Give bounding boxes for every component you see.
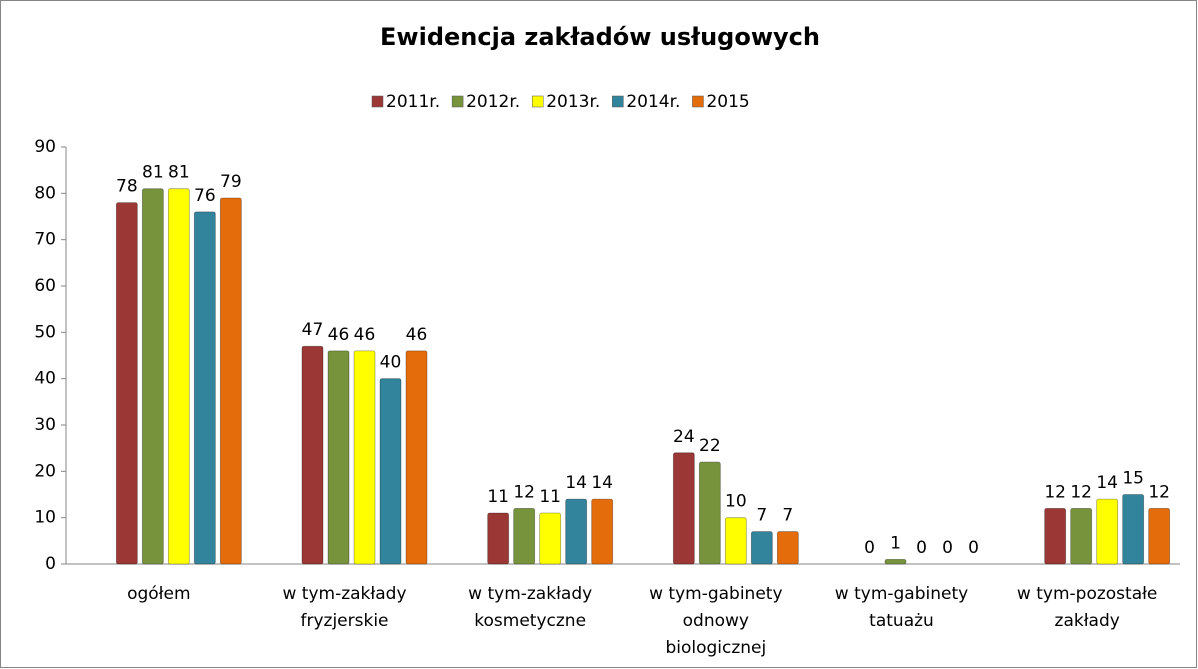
value-label: 10 [725, 492, 747, 512]
x-tick-label: tatuażu [869, 611, 934, 631]
value-label: 11 [539, 487, 561, 507]
bar [487, 512, 510, 565]
value-label: 7 [782, 506, 793, 526]
value-label: 15 [1122, 469, 1144, 489]
legend-swatch [451, 95, 464, 108]
value-label: 78 [116, 177, 138, 197]
x-tick-label: odnowy [683, 611, 749, 631]
y-tick-label: 80 [34, 183, 56, 203]
bar [884, 558, 907, 565]
bar [565, 498, 588, 565]
value-label: 12 [513, 482, 535, 502]
bar [698, 461, 721, 565]
legend-label: 2011r. [386, 92, 440, 112]
y-tick-label: 10 [34, 508, 56, 528]
y-tick-label: 90 [34, 137, 56, 157]
value-label: 81 [168, 163, 190, 183]
bar [219, 197, 242, 565]
bar [193, 211, 216, 565]
bar [724, 517, 747, 565]
bar [513, 507, 536, 565]
value-label: 0 [916, 538, 927, 558]
value-label: 14 [1096, 473, 1118, 493]
bar [1096, 498, 1119, 565]
y-tick-label: 60 [34, 276, 56, 296]
x-tick-label: fryzjerskie [300, 611, 388, 631]
value-label: 14 [591, 473, 613, 493]
bar [750, 531, 773, 565]
bar [379, 378, 402, 565]
legend-swatch [371, 95, 384, 108]
value-label: 0 [942, 538, 953, 558]
value-label: 12 [1070, 482, 1092, 502]
bar [115, 202, 138, 565]
legend-swatch [531, 95, 544, 108]
x-tick-label: zakłady [1055, 611, 1120, 631]
y-tick-label: 40 [34, 369, 56, 389]
x-tick-label: w tym-pozostałe [1017, 584, 1157, 604]
value-label: 12 [1044, 482, 1066, 502]
value-label: 46 [354, 325, 376, 345]
value-label: 14 [565, 473, 587, 493]
value-label: 0 [864, 538, 875, 558]
x-tick-label: ogółem [127, 584, 190, 604]
value-label: 46 [406, 325, 428, 345]
bar [167, 188, 190, 565]
x-tick-label: kosmetyczne [474, 611, 586, 631]
value-label: 12 [1148, 482, 1170, 502]
bar [405, 350, 428, 565]
bar [301, 345, 324, 565]
value-label: 81 [142, 163, 164, 183]
legend-label: 2015 [706, 92, 749, 112]
x-tick-label: biologicznej [665, 638, 766, 658]
value-label: 0 [968, 538, 979, 558]
bar [591, 498, 614, 565]
value-label: 24 [673, 427, 695, 447]
bar [672, 452, 695, 565]
bar [327, 350, 350, 565]
y-tick-label: 70 [34, 230, 56, 250]
x-tick-label: w tym-gabinety [835, 584, 968, 604]
chart-title: Ewidencja zakładów usługowych [380, 23, 820, 51]
bar [1044, 507, 1067, 565]
value-label: 40 [380, 353, 402, 373]
legend-label: 2012r. [466, 92, 520, 112]
bar [1122, 494, 1145, 565]
value-label: 1 [890, 533, 901, 553]
legend-label: 2013r. [546, 92, 600, 112]
x-tick-label: w tym-zakłady [468, 584, 592, 604]
value-label: 46 [328, 325, 350, 345]
value-label: 11 [487, 487, 509, 507]
bar [1070, 507, 1093, 565]
bar [539, 512, 562, 565]
legend-label: 2014r. [626, 92, 680, 112]
legend-swatch [612, 95, 624, 108]
legend-swatch [692, 95, 704, 108]
y-tick-label: 20 [34, 461, 56, 481]
bar [141, 188, 164, 565]
y-tick-label: 50 [34, 322, 56, 342]
y-tick-label: 30 [34, 415, 56, 435]
value-label: 22 [699, 436, 721, 456]
value-label: 47 [302, 320, 324, 340]
x-tick-label: w tym-zakłady [282, 584, 406, 604]
bar [776, 531, 799, 565]
bar [353, 350, 376, 565]
value-label: 79 [220, 172, 242, 192]
x-tick-label: w tym-gabinety [649, 584, 782, 604]
value-label: 7 [756, 506, 767, 526]
bar [1148, 507, 1171, 565]
value-label: 76 [194, 186, 216, 206]
y-tick-label: 0 [45, 554, 56, 574]
